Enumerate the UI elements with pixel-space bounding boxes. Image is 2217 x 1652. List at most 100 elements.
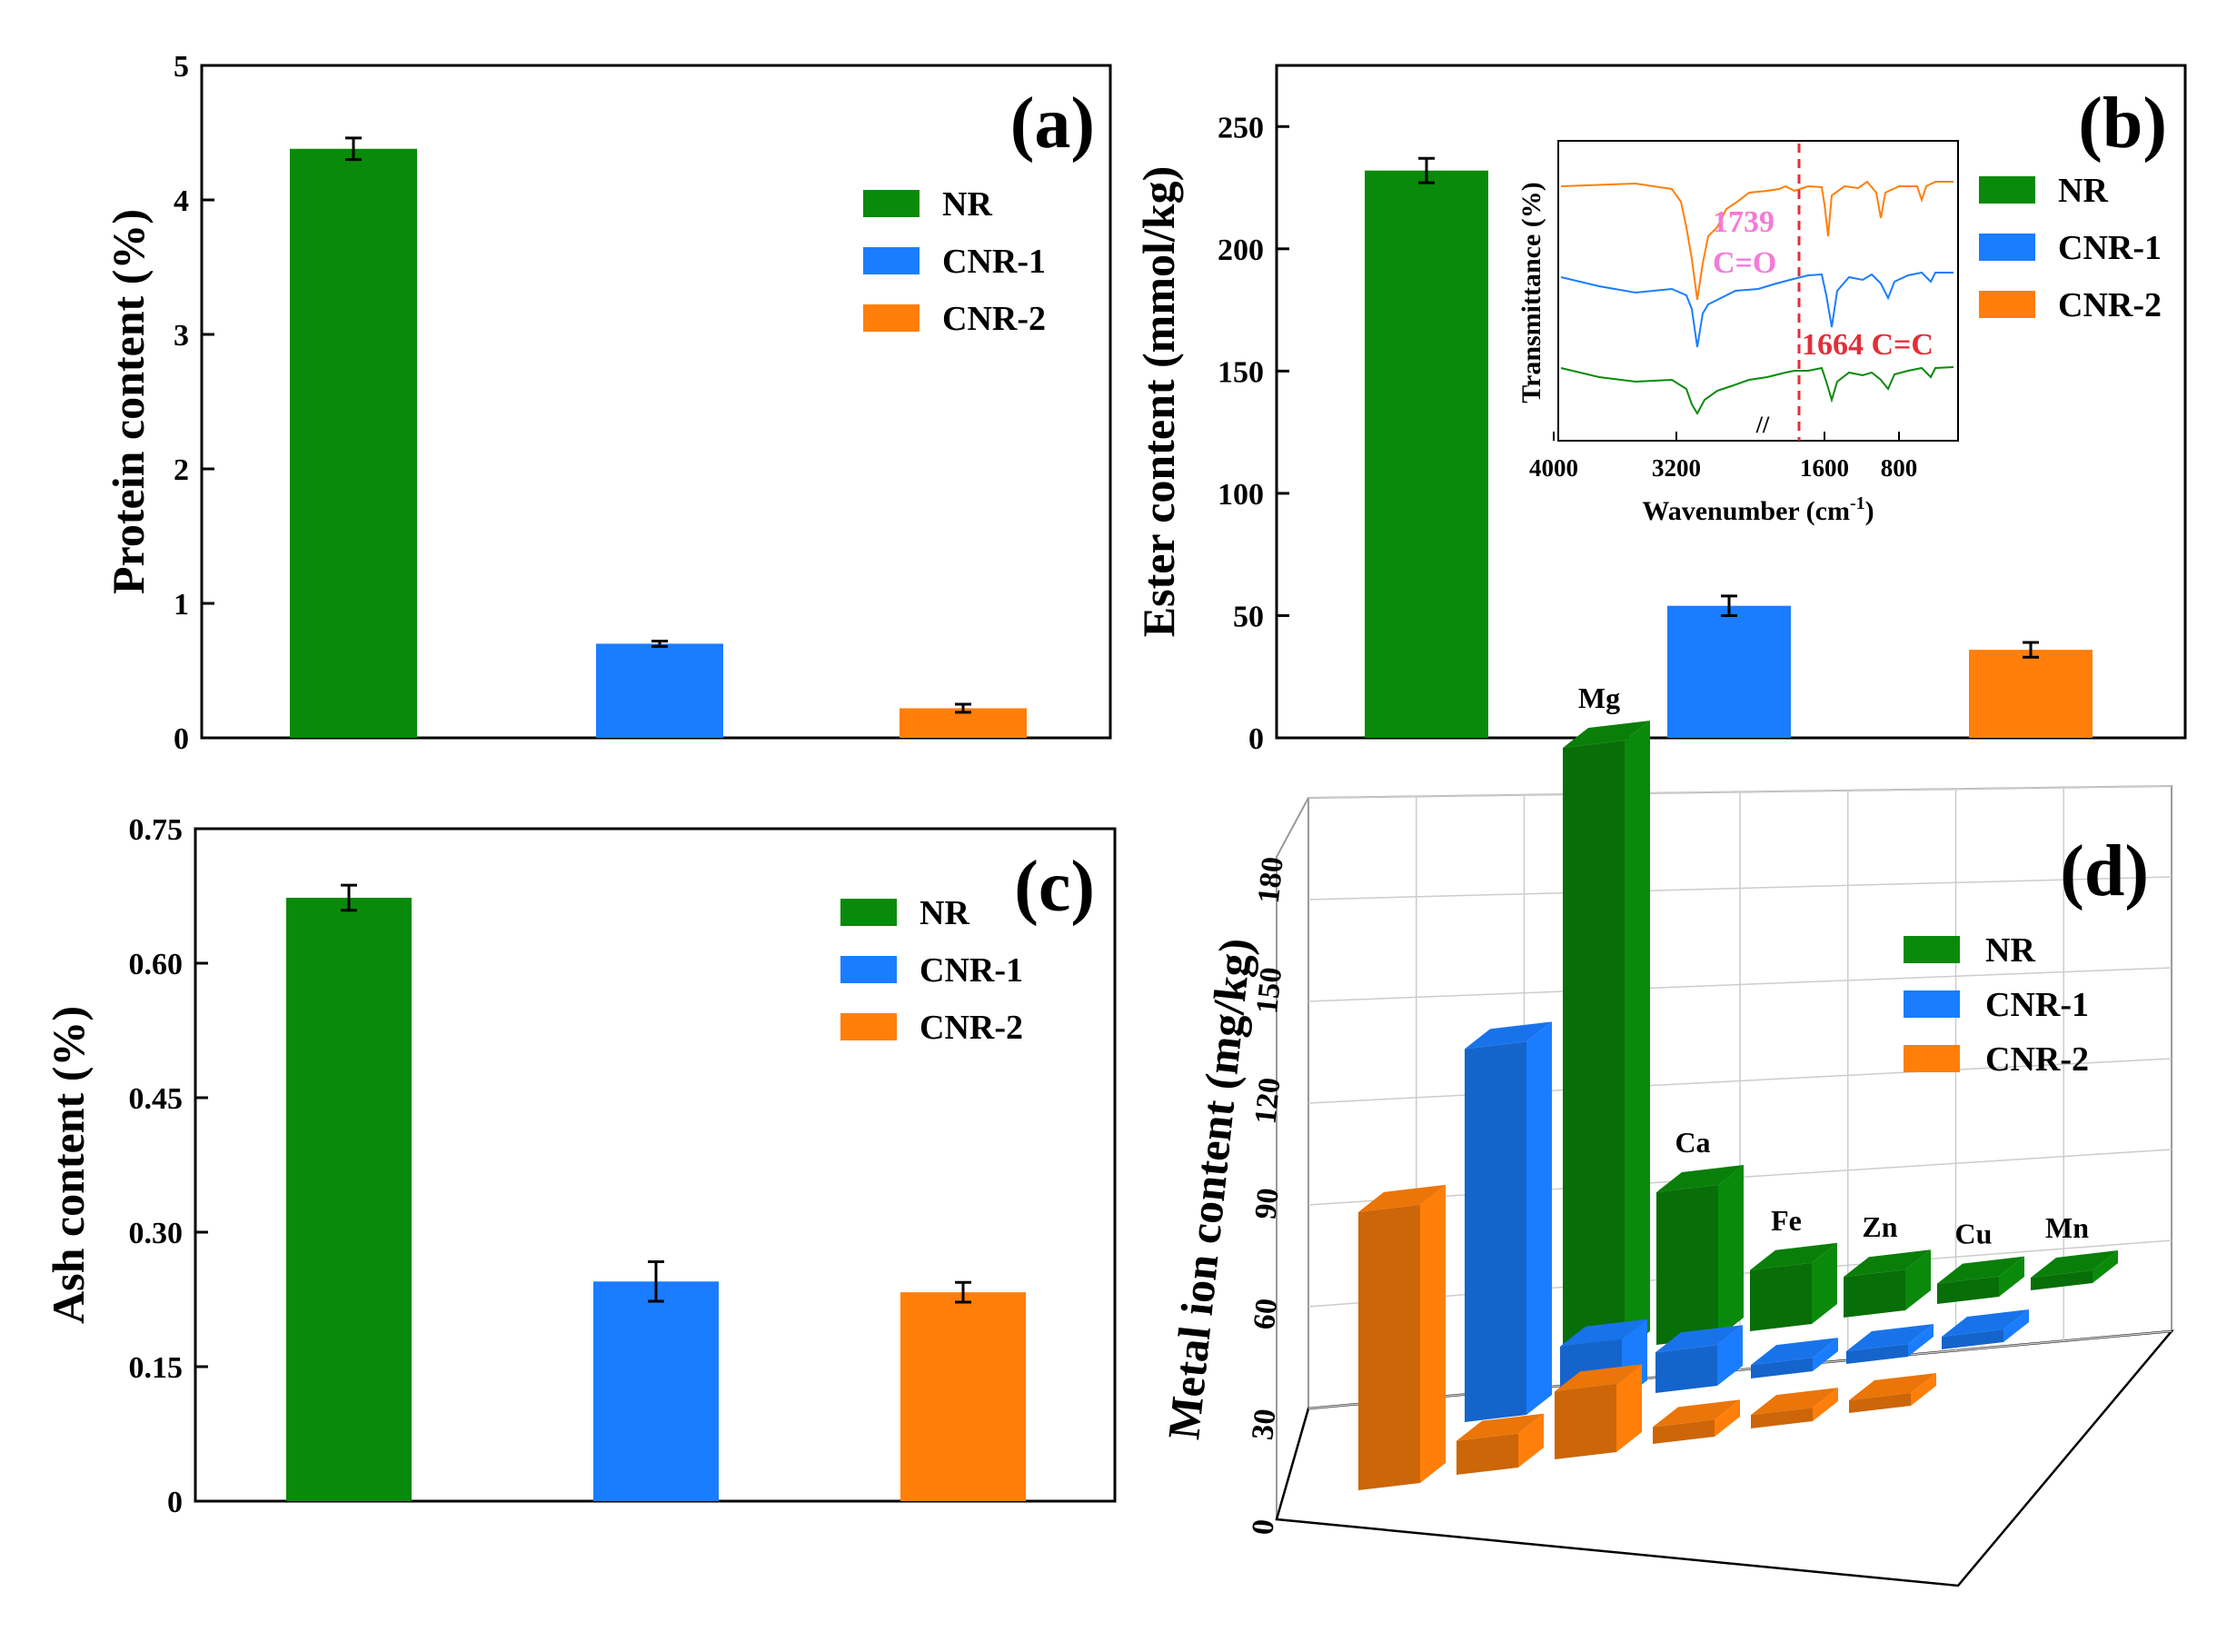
- bar3d-nr-cu-front: [1937, 1276, 1999, 1304]
- inset-spectrum-cnr2: [1560, 180, 1954, 301]
- legend-label-nr: NR: [920, 894, 969, 932]
- inset-annotation-1664: 1664 C=C: [1802, 328, 1934, 362]
- y-tick-label: 0.75: [129, 813, 184, 847]
- bar-cnr-1: [596, 643, 723, 738]
- bar3d-cnr-1-mn-front: [1942, 1329, 2003, 1349]
- y-tick-label: 250: [1218, 111, 1264, 144]
- bar3d-cnr-1-fe-top: [1655, 1325, 1743, 1353]
- bar3d-cnr-1-cu-top: [1846, 1324, 1934, 1351]
- bar3d-cnr-2-zn-top: [1653, 1399, 1740, 1428]
- element-label-ca: Ca: [1675, 1126, 1710, 1159]
- element-label-cu: Cu: [1955, 1218, 1993, 1250]
- panel-b-label: (b): [2078, 84, 2167, 164]
- panel-d-ylabel: Metal ion content (mg/kg): [1158, 936, 1261, 1442]
- inset-x-tick-label: 800: [1881, 454, 1918, 482]
- bar3d-cnr-2-ca-top: [1456, 1413, 1544, 1441]
- legend-label-nr: NR: [1985, 931, 2035, 970]
- bar3d-cnr-2-zn-side: [1715, 1399, 1740, 1437]
- bar3d-cnr-1-mn-side: [2003, 1309, 2029, 1342]
- bar3d-cnr-2-ca-side: [1518, 1413, 1544, 1468]
- element-label-mn: Mn: [2045, 1211, 2089, 1244]
- legend-swatch-cnr-2: [1904, 1045, 1960, 1072]
- bar3d-nr-mg-front: [1563, 741, 1625, 1358]
- bar-nr: [290, 148, 417, 738]
- bar3d-cnr-1-cu-side: [1908, 1324, 1934, 1357]
- bar3d-nr-ca-front: [1656, 1185, 1718, 1345]
- y-tick-label: 60: [1248, 1297, 1284, 1331]
- legend-swatch-nr: [840, 899, 897, 926]
- grid-line: [1307, 1058, 2172, 1104]
- bar-cnr-1: [593, 1281, 719, 1501]
- bar3d-cnr-2-cu-front: [1751, 1408, 1813, 1428]
- bar3d-cnr-1-mn-top: [1942, 1309, 2029, 1337]
- bar3d-cnr-2-ca-front: [1456, 1433, 1518, 1475]
- bar3d-nr-mn-side: [2093, 1250, 2118, 1283]
- panel-c-label: (c): [1014, 847, 1095, 927]
- y-tick-label: 0.45: [129, 1082, 184, 1116]
- bar-nr: [286, 897, 412, 1501]
- panel-d: 0 30 60 90 120 150 180 Mg Ca Fe Zn Cu Mn NR CNR-1 CNR…: [1158, 682, 2174, 1587]
- inset-xlabel: Wavenumber (cm-1): [1642, 493, 1874, 526]
- y-tick-label: 5: [174, 50, 189, 84]
- y-tick-label: 1: [174, 588, 189, 622]
- y-tick-label: 120: [1248, 1076, 1287, 1126]
- legend-label-cnr-1: CNR-1: [1985, 986, 2089, 1024]
- y-tick-label: 0: [174, 722, 189, 756]
- panel-a-label: (a): [1010, 84, 1095, 164]
- inset-annotation-1739: 1739: [1713, 205, 1775, 239]
- grid-line: [1307, 1330, 2172, 1409]
- y-tick-label: 150: [1218, 355, 1264, 389]
- bar3d-cnr-2-mg-front: [1358, 1204, 1420, 1490]
- panel-c: 0 0.15 0.30 0.45 0.60 0.75 NR CNR-1 CNR-2 (c) A…: [43, 813, 1117, 1519]
- bar3d-nr-fe-front: [1750, 1262, 1812, 1331]
- legend-label-cnr-1: CNR-1: [920, 951, 1023, 990]
- y-tick-label: 50: [1233, 600, 1264, 633]
- legend-swatch-nr: [1904, 936, 1960, 963]
- grid-line: [1307, 785, 2172, 799]
- inset-xlabel-sup: -1: [1850, 493, 1865, 513]
- legend-swatch-cnr-1: [1904, 990, 1960, 1018]
- inset-x-tick-label: 4000: [1529, 454, 1578, 482]
- bar3d-cnr-1-zn-side: [1813, 1338, 1838, 1371]
- legend-swatch-cnr-2: [1979, 291, 2035, 318]
- bar3d-cnr-1-fe-front: [1655, 1345, 1717, 1393]
- y-tick-label: 30: [1246, 1408, 1282, 1442]
- bar3d-nr-ca-top: [1656, 1165, 1744, 1192]
- bar3d-cnr-2-mg-side: [1420, 1184, 1446, 1483]
- inset-xlabel-end: ): [1865, 496, 1874, 526]
- inset-x-tick-label: 1600: [1800, 454, 1849, 482]
- legend-label-cnr-1: CNR-1: [2058, 229, 2162, 267]
- element-label-fe: Fe: [1771, 1204, 1802, 1237]
- bar3d-cnr-2-fe-top: [1555, 1364, 1642, 1392]
- y-tick-label: 0: [1246, 1518, 1281, 1537]
- legend-swatch-cnr-2: [863, 304, 920, 332]
- y-tick-label: 4: [174, 184, 189, 218]
- bar-nr: [1365, 170, 1488, 738]
- panel-c-ylabel: Ash content (%): [43, 1006, 94, 1324]
- bar3d-cnr-2-mn-top: [1849, 1373, 1936, 1400]
- bar3d-nr-zn-side: [1905, 1249, 1931, 1310]
- inset-spectrum-cnr1: [1560, 271, 1954, 348]
- legend-swatch-nr: [1979, 176, 2035, 204]
- bar3d-nr-fe-top: [1750, 1242, 1837, 1270]
- bar3d-nr-mn-top: [2031, 1250, 2118, 1278]
- bar3d-cnr-1-mg-top: [1465, 1021, 1552, 1050]
- grid-line: [1307, 876, 2172, 901]
- legend-label-cnr-2: CNR-2: [2058, 286, 2162, 324]
- legend-swatch-cnr-1: [1979, 234, 2035, 261]
- y-tick-label: 0.15: [129, 1351, 184, 1385]
- bar3d-nr-zn-top: [1844, 1249, 1931, 1278]
- y-tick-label: 180: [1252, 855, 1290, 905]
- legend-label-nr: NR: [2058, 172, 2108, 210]
- y-tick-label: 0.30: [129, 1217, 184, 1250]
- panel-a-ylabel: Protein content (%): [103, 209, 154, 594]
- inset-spectrum-nr: [1560, 366, 1954, 416]
- bar3d-cnr-2-mg-top: [1358, 1184, 1446, 1212]
- bar3d-cnr-2-mn-side: [1911, 1373, 1936, 1406]
- bar3d-cnr-2-zn-front: [1653, 1419, 1715, 1444]
- bar3d-nr-mg-side: [1625, 721, 1650, 1351]
- y-tick-label: 90: [1249, 1187, 1286, 1221]
- legend-swatch-nr: [863, 190, 920, 217]
- bar3d-cnr-1-ca-top: [1560, 1319, 1647, 1347]
- bar3d-nr-cu-side: [1999, 1256, 2024, 1297]
